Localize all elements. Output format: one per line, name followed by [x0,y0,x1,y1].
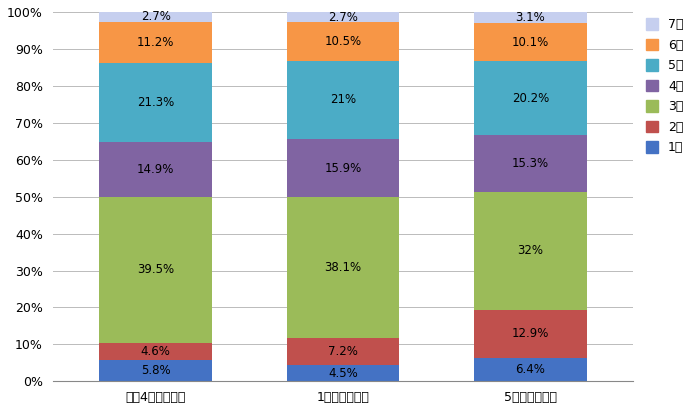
Bar [474,192,586,310]
Bar [99,12,212,22]
Text: 39.5%: 39.5% [137,263,174,277]
Bar [287,139,400,197]
Bar [287,22,400,61]
Bar [99,197,212,343]
Text: 2.7%: 2.7% [141,10,170,23]
Text: 12.9%: 12.9% [512,328,549,340]
Bar [474,310,586,358]
Text: 7.2%: 7.2% [328,345,358,358]
Text: 14.9%: 14.9% [137,163,175,176]
Text: 10.1%: 10.1% [512,35,549,48]
Text: 38.1%: 38.1% [324,261,362,274]
Text: 3.1%: 3.1% [515,11,545,24]
Text: 15.9%: 15.9% [324,162,362,175]
Bar [474,358,586,381]
Text: 21.3%: 21.3% [137,96,175,109]
Bar [287,338,400,365]
Bar [99,142,212,197]
Bar [474,61,586,135]
Bar [287,61,400,139]
Bar [474,135,586,192]
Text: 15.3%: 15.3% [512,157,549,170]
Bar [287,197,400,338]
Text: 4.6%: 4.6% [141,345,170,358]
Bar [474,23,586,61]
Text: 6.4%: 6.4% [515,363,545,376]
Bar [474,12,586,23]
Text: 11.2%: 11.2% [137,36,175,49]
Text: 21%: 21% [330,93,356,106]
Text: 10.5%: 10.5% [324,35,362,48]
Legend: 7級, 6級, 5級, 4級, 3級, 2級, 1級: 7級, 6級, 5級, 4級, 3級, 2級, 1級 [646,18,684,154]
Bar [99,343,212,360]
Bar [99,360,212,381]
Bar [99,22,212,63]
Text: 2.7%: 2.7% [328,11,358,24]
Text: 20.2%: 20.2% [512,92,549,104]
Text: 4.5%: 4.5% [328,367,358,379]
Bar [287,365,400,381]
Text: 5.8%: 5.8% [141,364,170,377]
Bar [99,63,212,142]
Bar [287,12,400,22]
Text: 32%: 32% [518,245,544,257]
